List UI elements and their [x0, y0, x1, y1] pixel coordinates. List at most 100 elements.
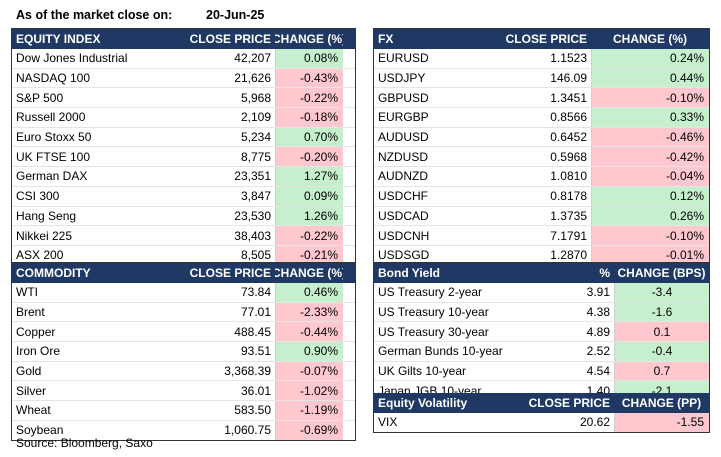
- instrument-name: Copper: [16, 324, 56, 339]
- table-row: USDJPY 146.09 0.44%: [374, 68, 709, 89]
- close-price: 23,530: [234, 208, 271, 223]
- change-value: -0.18%: [275, 108, 343, 127]
- close-price: 4.38: [586, 305, 610, 320]
- close-price: 42,207: [234, 51, 271, 66]
- instrument-name: Soybean: [16, 423, 64, 438]
- table-row: Euro Stoxx 50 5,234 0.70%: [12, 127, 355, 148]
- close-price: 1.3451: [550, 90, 587, 105]
- instrument-name: Brent: [16, 305, 45, 320]
- close-price: 4.89: [586, 324, 610, 339]
- table-header-row: COMMODITY CLOSE PRICE CHANGE (%): [12, 263, 355, 283]
- column-header-price: %: [599, 265, 610, 280]
- as-of-date: 20-Jun-25: [206, 8, 265, 22]
- table-row: Wheat 583.50 -1.19%: [12, 401, 355, 421]
- column-header-name: COMMODITY: [16, 265, 91, 280]
- instrument-name: USDCHF: [378, 189, 428, 204]
- instrument-name: UK Gilts 10-year: [378, 364, 467, 379]
- column-header-name: FX: [378, 31, 394, 46]
- close-price: 3,847: [240, 189, 271, 204]
- close-price: 2,109: [240, 110, 271, 125]
- change-value: -1.55: [614, 413, 709, 432]
- table-header-row: Bond Yield% CHANGE (BPS): [374, 263, 709, 283]
- change-value: 1.27%: [275, 167, 343, 186]
- change-value: 0.46%: [275, 283, 343, 302]
- column-header-name: Equity Volatility: [378, 395, 468, 410]
- close-price: 488.45: [234, 324, 271, 339]
- change-value: -0.07%: [275, 361, 343, 381]
- close-price: 8,775: [240, 149, 271, 164]
- table-row: VIX 20.62 -1.55: [374, 413, 709, 432]
- close-price: 5,234: [240, 130, 271, 145]
- close-price: 73.84: [240, 285, 271, 300]
- close-price: 583.50: [234, 403, 271, 418]
- change-value: -0.22%: [275, 226, 343, 245]
- change-value: -0.04%: [591, 167, 709, 186]
- change-value: -0.69%: [275, 420, 343, 440]
- table-row: USDCAD 1.3735 0.26%: [374, 206, 709, 227]
- change-value: -0.22%: [275, 88, 343, 108]
- change-value: -0.4: [614, 342, 709, 361]
- instrument-name: WTI: [16, 285, 38, 300]
- column-header-price: CLOSE PRICE: [189, 265, 271, 280]
- close-price: 0.8178: [550, 189, 587, 204]
- instrument-name: Russell 2000: [16, 110, 86, 125]
- column-header-name: Bond Yield: [378, 265, 441, 280]
- table-row: EURGBP 0.8566 0.33%: [374, 108, 709, 128]
- change-value: 0.12%: [591, 186, 709, 206]
- close-price: 0.5968: [550, 149, 587, 164]
- close-price: 3,368.39: [224, 364, 271, 379]
- table-row: UK Gilts 10-year 4.54 0.7: [374, 361, 709, 382]
- change-value: 0.7: [614, 361, 709, 381]
- column-header-name: EQUITY INDEX: [16, 31, 101, 46]
- change-value: -2.33%: [275, 302, 343, 322]
- change-value: -0.21%: [275, 245, 343, 265]
- equity-index-table: EQUITY INDEX CLOSE PRICE CHANGE (%) Dow Jon…: [11, 28, 356, 266]
- table-row: Dow Jones Industrial 42,207 0.08%: [12, 49, 355, 69]
- instrument-name: Dow Jones Industrial: [16, 51, 128, 66]
- instrument-name: German Bunds 10-year: [378, 344, 503, 359]
- as-of-label: As of the market close on:: [16, 8, 173, 22]
- table-row: US Treasury 10-year 4.38 -1.6: [374, 302, 709, 323]
- instrument-name: USDJPY: [378, 71, 426, 86]
- table-row: Silver 36.01 -1.02%: [12, 381, 355, 402]
- change-value: -3.4: [614, 283, 709, 302]
- column-header-change: CHANGE (%): [275, 265, 343, 280]
- source-note: Source: Bloomberg, Saxo: [16, 436, 153, 450]
- column-header-change: CHANGE (PP): [621, 395, 702, 410]
- instrument-name: CSI 300: [16, 189, 60, 204]
- instrument-name: NZDUSD: [378, 149, 428, 164]
- table-row: US Treasury 30-year 4.89 0.1: [374, 322, 709, 343]
- column-header-price: CLOSE PRICE: [189, 31, 271, 46]
- change-value: 0.70%: [275, 127, 343, 147]
- instrument-name: S&P 500: [16, 90, 64, 105]
- table-row: NZDUSD 0.5968 -0.42%: [374, 147, 709, 168]
- table-row: ASX 200 8,505 -0.21%: [12, 245, 355, 265]
- close-price: 7.1791: [550, 228, 587, 243]
- instrument-name: Gold: [16, 364, 42, 379]
- table-row: USDCHF 0.8178 0.12%: [374, 186, 709, 207]
- close-price: 20.62: [579, 415, 610, 430]
- change-value: 0.90%: [275, 342, 343, 361]
- table-row: Brent 77.01 -2.33%: [12, 302, 355, 323]
- instrument-name: USDCNH: [378, 228, 430, 243]
- table-row: NASDAQ 100 21,626 -0.43%: [12, 68, 355, 89]
- change-value: -0.01%: [591, 245, 709, 265]
- close-price: 21,626: [234, 71, 271, 86]
- instrument-name: German DAX: [16, 169, 88, 184]
- close-price: 77.01: [240, 305, 271, 320]
- instrument-name: US Treasury 10-year: [378, 305, 489, 320]
- change-value: 0.33%: [591, 108, 709, 127]
- instrument-name: VIX: [378, 415, 398, 430]
- table-row: Soybean 1,060.75 -0.69%: [12, 420, 355, 440]
- change-value: 0.44%: [591, 68, 709, 88]
- instrument-name: USDSGD: [378, 248, 430, 263]
- bond-yield-table: Bond Yield% CHANGE (BPS) US Treasury 2-yea…: [373, 262, 710, 402]
- instrument-name: Wheat: [16, 403, 51, 418]
- change-value: 0.08%: [275, 49, 343, 68]
- close-price: 1,060.75: [224, 423, 271, 438]
- as-of-header: As of the market close on: 20-Jun-25: [16, 8, 264, 22]
- instrument-name: NASDAQ 100: [16, 71, 91, 86]
- close-price: 36.01: [240, 383, 271, 398]
- column-header-change: CHANGE (%): [275, 31, 343, 46]
- instrument-name: AUDUSD: [378, 130, 429, 145]
